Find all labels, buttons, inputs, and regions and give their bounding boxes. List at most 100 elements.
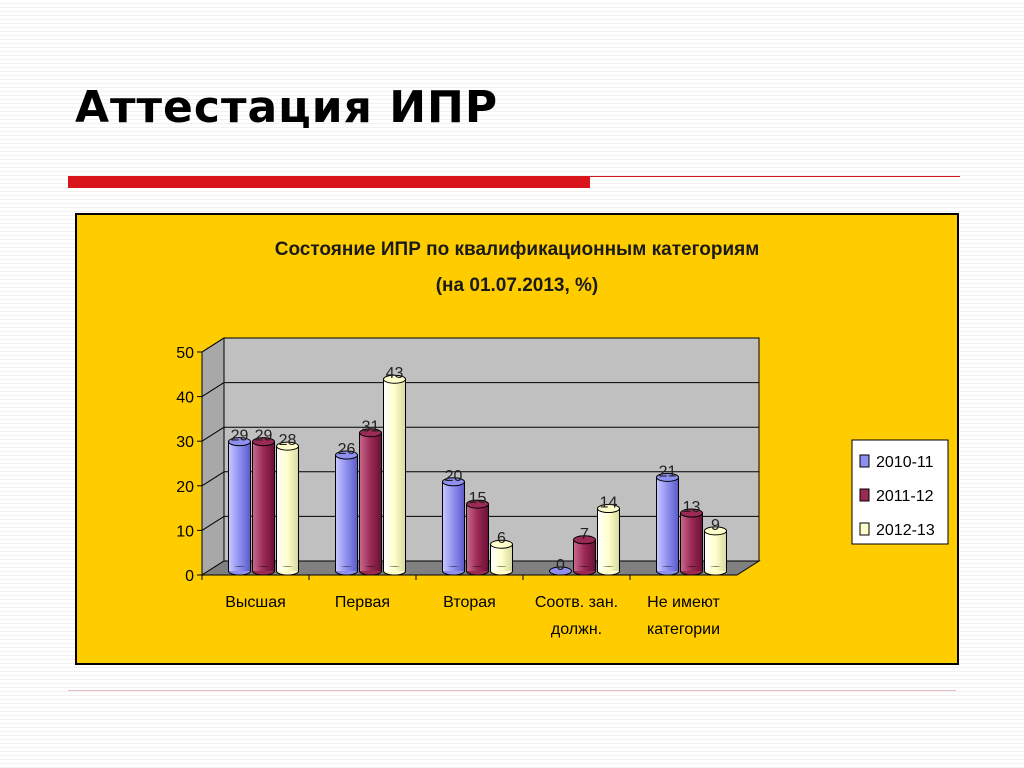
- data-label: 29: [231, 428, 249, 445]
- bar-base-cover: [229, 567, 250, 571]
- chart-panel: Состояние ИПР по квалификационным катего…: [75, 213, 959, 665]
- chart-subtitle: (на 01.07.2013, %): [436, 275, 599, 296]
- title-underline-line: [590, 176, 960, 177]
- bar-base-cover: [705, 567, 726, 571]
- bar-body: [359, 432, 382, 572]
- gridline-side: [201, 337, 225, 353]
- bar-body: [597, 508, 620, 572]
- bar: [335, 450, 358, 576]
- data-label: 15: [469, 490, 487, 507]
- bar: [680, 508, 703, 576]
- bar-top: [359, 428, 382, 438]
- gridline-side: [201, 471, 225, 487]
- legend-label: 2011-12: [876, 488, 934, 505]
- bar: [276, 441, 299, 576]
- bar-body: [704, 530, 727, 572]
- plot-side-wall: [201, 337, 225, 576]
- bar: [466, 499, 489, 576]
- legend-swatch: [859, 522, 870, 536]
- x-tick-label: Не имеют: [647, 594, 720, 611]
- bar: [597, 504, 620, 576]
- bar-body: [276, 445, 299, 572]
- bar: [228, 437, 251, 576]
- x-tick-label: Вторая: [443, 594, 496, 611]
- x-tick-label: категории: [647, 621, 720, 638]
- bar: [704, 526, 727, 576]
- gridline-side: [201, 515, 225, 531]
- bar-top: [442, 477, 465, 487]
- y-tick-label: 40: [176, 390, 194, 407]
- bar-body: [383, 378, 406, 572]
- bar-body: [335, 454, 358, 572]
- bar-base-cover: [277, 567, 298, 571]
- x-tick-label: Первая: [335, 594, 390, 611]
- bar-base-cover: [253, 567, 274, 571]
- data-label: 31: [362, 419, 380, 436]
- data-label: 6: [497, 530, 506, 547]
- bar: [490, 539, 513, 576]
- bar: [442, 477, 465, 576]
- bar-base-cover: [681, 567, 702, 571]
- bar-base-cover: [657, 567, 678, 571]
- bar-top: [680, 508, 703, 518]
- data-label: 29: [255, 428, 273, 445]
- bar-body: [656, 476, 679, 572]
- data-label: 28: [279, 432, 297, 449]
- y-tick-label: 30: [176, 434, 194, 451]
- bar: [252, 437, 275, 576]
- bar-top: [490, 539, 513, 549]
- title-underline-bar: [68, 176, 590, 188]
- slide-title: Аттестация ИПР: [75, 82, 499, 133]
- legend-label: 2012-13: [876, 522, 935, 539]
- data-label: 7: [580, 526, 589, 543]
- bar-top: [276, 441, 299, 451]
- bar-top: [549, 566, 572, 576]
- bar-base-cover: [467, 567, 488, 571]
- bar-base-cover: [574, 567, 595, 571]
- legend: 2010-11 2011-12 2012-13: [851, 439, 949, 545]
- bar-base-cover: [443, 567, 464, 571]
- data-label: 0: [556, 557, 565, 574]
- y-tick-label: 0: [185, 568, 194, 585]
- data-label: 26: [338, 441, 356, 458]
- bar: [359, 428, 382, 576]
- data-label: 13: [683, 499, 701, 516]
- x-tick-label: Соотв. зан.: [535, 594, 618, 611]
- gridline-side: [201, 382, 225, 398]
- legend-swatch: [859, 488, 870, 502]
- data-label: 20: [445, 468, 463, 485]
- chart-title: Состояние ИПР по квалификационным катего…: [275, 239, 760, 260]
- bar-top: [704, 526, 727, 536]
- chart-svg: Состояние ИПР по квалификационным катего…: [176, 239, 949, 638]
- bar-body: [680, 512, 703, 572]
- bar-body: [442, 481, 465, 572]
- bar-top: [228, 437, 251, 447]
- plot-area: 0 10 20 30 40 50 29 29 28 Высшая 26 31 43 Первая 20 15 6…: [176, 337, 761, 638]
- y-tick-label: 10: [176, 523, 194, 540]
- data-label: 21: [659, 463, 677, 480]
- bar-top: [335, 450, 358, 460]
- bar-top: [252, 437, 275, 447]
- bar-top: [597, 504, 620, 514]
- y-tick-label: 50: [176, 345, 194, 362]
- data-label: 43: [386, 365, 404, 382]
- bar-body: [466, 503, 489, 572]
- data-label: 14: [600, 495, 618, 512]
- legend-swatch: [859, 454, 870, 468]
- bar-top: [466, 499, 489, 509]
- bar: [573, 535, 596, 576]
- bar-top: [573, 535, 596, 545]
- bar-body: [228, 441, 251, 572]
- legend-label: 2010-11: [876, 454, 934, 471]
- x-tick-label: должн.: [551, 621, 602, 638]
- bar-base-cover: [598, 567, 619, 571]
- bar: [549, 566, 572, 576]
- x-tick-label: Высшая: [225, 594, 286, 611]
- bar-base-cover: [336, 567, 357, 571]
- bar: [656, 472, 679, 576]
- bar-body: [252, 441, 275, 572]
- bar-top: [656, 472, 679, 482]
- y-tick-label: 20: [176, 479, 194, 496]
- gridline-side: [201, 426, 225, 442]
- bar: [383, 374, 406, 576]
